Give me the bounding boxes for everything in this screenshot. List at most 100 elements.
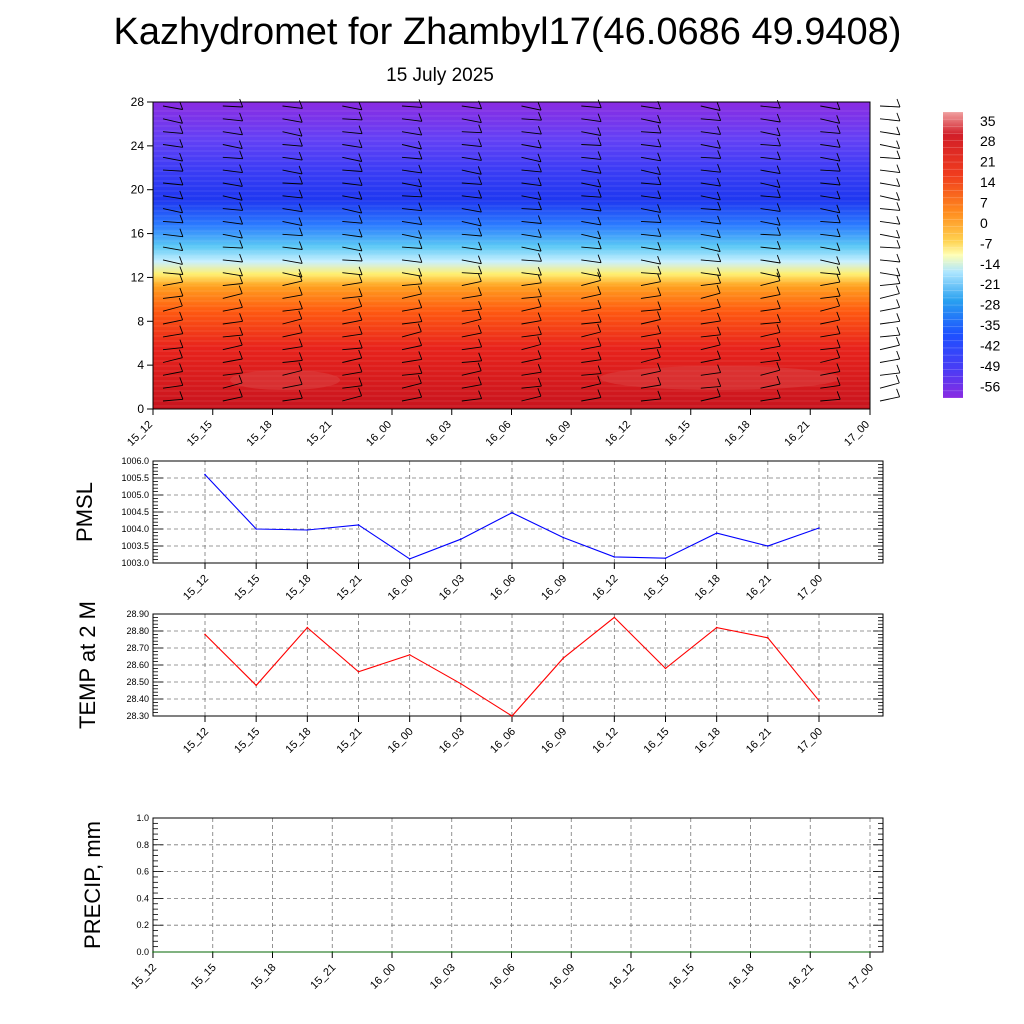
wind-barb xyxy=(521,191,542,201)
wind-barb xyxy=(820,297,841,312)
wind-barb xyxy=(760,254,781,264)
wind-barb xyxy=(700,177,721,187)
wind-barb xyxy=(401,126,423,136)
x-tick-label: 17_00 xyxy=(842,419,872,449)
data-point xyxy=(630,951,632,953)
x-tick-label: 16_06 xyxy=(488,962,518,992)
wind-barb xyxy=(401,268,423,277)
wind-barb xyxy=(640,166,661,176)
wind-barb xyxy=(461,324,482,338)
x-tick-label: 15_15 xyxy=(232,573,262,603)
wind-barb xyxy=(879,98,901,108)
x-tick-label: 15_12 xyxy=(125,419,155,449)
data-point xyxy=(306,626,309,629)
colorbar-label: -42 xyxy=(980,337,1000,353)
wind-barb xyxy=(521,274,542,287)
data-point xyxy=(204,473,206,476)
wind-barb xyxy=(760,375,781,389)
wind-barb xyxy=(640,287,662,299)
wind-barb xyxy=(342,204,363,214)
wind-barb xyxy=(461,227,483,237)
y-tick-label: 12 xyxy=(131,270,145,284)
x-tick-label: 17_00 xyxy=(795,573,825,603)
wind-barb xyxy=(162,242,184,252)
wind-barb xyxy=(162,163,184,172)
x-tick-label: 15_12 xyxy=(129,962,159,992)
y-tick-label: 8 xyxy=(137,314,144,328)
wind-barb xyxy=(461,176,483,185)
wind-barb xyxy=(222,192,243,201)
y-tick-label: 28.50 xyxy=(126,677,149,687)
wind-barb xyxy=(401,389,423,402)
wind-barb xyxy=(521,112,542,121)
wind-barb xyxy=(222,364,244,376)
x-tick-label: 16_12 xyxy=(590,573,620,603)
data-point xyxy=(715,532,718,534)
y-axis-title: TEMP at 2 M xyxy=(75,601,100,729)
wind-barb xyxy=(820,214,841,224)
wind-barb xyxy=(581,165,602,174)
data-point xyxy=(212,951,214,953)
wind-barb xyxy=(640,311,661,325)
wind-barb xyxy=(640,325,662,338)
x-tick-label: 16_00 xyxy=(386,726,416,756)
wind-barb xyxy=(222,337,243,351)
wind-barb xyxy=(640,339,662,351)
wind-barb xyxy=(162,273,184,287)
colorbar-label: -14 xyxy=(980,256,1000,272)
wind-barb xyxy=(521,125,542,135)
wind-barb xyxy=(521,298,542,312)
data-point xyxy=(809,951,812,953)
wind-barb xyxy=(581,299,602,312)
x-tick-label: 16_18 xyxy=(723,419,753,449)
wind-barb xyxy=(640,349,661,363)
wind-barb xyxy=(282,300,303,312)
x-tick-label: 16_21 xyxy=(782,419,812,449)
wind-barb xyxy=(222,164,244,174)
wind-barb xyxy=(401,285,422,299)
wind-barb xyxy=(342,325,363,338)
data-point xyxy=(613,616,616,619)
wind-barb xyxy=(222,126,243,136)
wind-barb xyxy=(282,338,303,351)
wind-barb xyxy=(461,166,482,175)
x-tick-label: 16_15 xyxy=(663,419,693,449)
wind-barb xyxy=(700,191,721,201)
x-tick-label: 16_03 xyxy=(437,573,467,603)
wind-barb xyxy=(222,275,244,287)
wind-barb xyxy=(760,314,781,325)
wind-barb xyxy=(461,287,482,299)
wind-barb xyxy=(222,285,243,299)
wind-barb xyxy=(879,112,901,122)
wind-barb xyxy=(581,337,602,351)
wind-barb xyxy=(521,243,542,252)
wind-barb xyxy=(282,128,303,137)
wind-barb xyxy=(581,127,602,136)
data-point xyxy=(357,524,360,526)
x-tick-label: 15_18 xyxy=(283,573,313,603)
wind-barb xyxy=(401,164,423,174)
wind-barb xyxy=(222,112,244,122)
wind-barb xyxy=(879,202,901,211)
wind-barb xyxy=(282,114,303,123)
y-tick-label: 0 xyxy=(137,402,144,416)
wind-barb xyxy=(879,388,901,402)
wind-barb xyxy=(820,349,841,363)
wind-barb xyxy=(581,365,602,376)
wind-barb xyxy=(162,101,184,110)
x-tick-label: 16_06 xyxy=(488,573,518,603)
wind-barb xyxy=(700,112,722,122)
data-point xyxy=(460,682,462,685)
wind-barb xyxy=(581,389,602,402)
wind-barb xyxy=(401,188,423,198)
colorbar-label: -7 xyxy=(980,235,993,251)
colorbar-label: -35 xyxy=(980,317,1000,333)
wind-barb xyxy=(879,216,901,225)
wind-barb xyxy=(760,137,781,147)
wind-barb xyxy=(640,376,662,389)
wind-barb xyxy=(879,285,900,299)
wind-barb xyxy=(521,229,542,238)
data-point xyxy=(767,545,769,547)
wind-barb xyxy=(521,139,542,149)
wind-barb xyxy=(461,190,483,199)
